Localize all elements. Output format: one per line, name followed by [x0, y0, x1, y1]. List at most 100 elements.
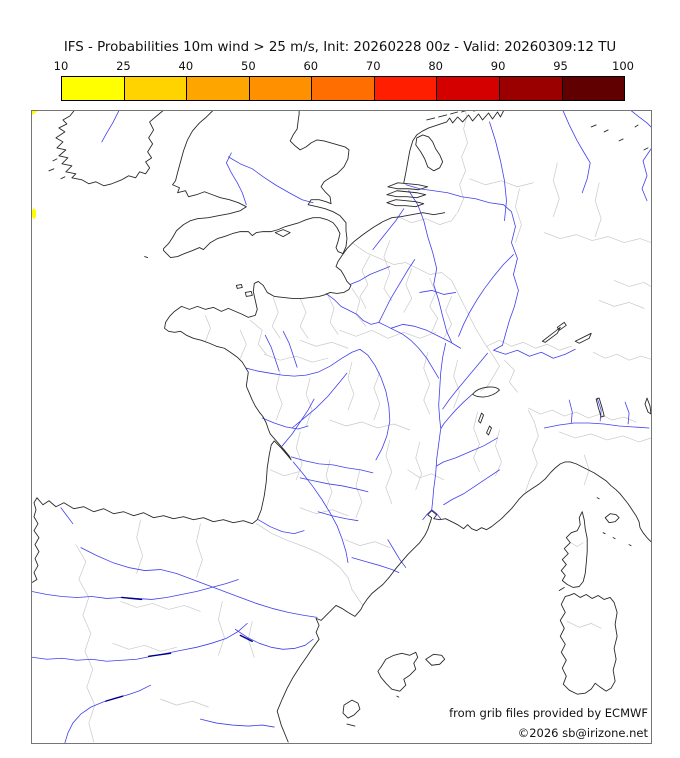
coast-ireland: [55, 111, 164, 187]
coastlines: [32, 111, 651, 743]
river-somme: [349, 266, 391, 285]
credit-line-ecmwf: from grib files provided by ECMWF: [449, 706, 648, 720]
coast-zeeland-3: [386, 199, 425, 208]
probability-highlights: [32, 111, 38, 220]
lake-geneva: [472, 386, 500, 398]
coast-tuscan-islets: [596, 497, 632, 547]
river-moselle: [458, 254, 514, 337]
coast-menorca: [425, 653, 446, 666]
tick-label: 70: [365, 59, 381, 73]
river-ems: [489, 121, 507, 222]
admin-borders: [75, 111, 651, 743]
tick-label: 60: [303, 59, 319, 73]
river-po-trib1: [568, 399, 573, 424]
tick-label: 40: [178, 59, 194, 73]
lake-biel: [556, 321, 567, 331]
river-saone: [438, 342, 447, 429]
river-po: [543, 422, 650, 429]
tick-label: 25: [116, 59, 131, 73]
coast-holland-german-bight: [403, 111, 504, 184]
river-cher: [291, 372, 348, 429]
river-oise: [378, 259, 416, 323]
lake-annecy: [478, 412, 484, 424]
river-mayenne: [264, 334, 280, 372]
colorbar-segment: [498, 77, 562, 100]
river-sarthe: [282, 330, 298, 368]
coast-great-britain: [163, 111, 350, 258]
river-rhine-upper: [493, 344, 576, 359]
coast-mallorca: [377, 651, 419, 692]
coast-ibiza: [342, 699, 361, 719]
map-area: [31, 110, 652, 744]
river-rhine: [405, 184, 519, 346]
coast-wadden-islands: [426, 111, 476, 121]
river-weser: [562, 111, 591, 194]
lake-maggiore: [595, 397, 605, 418]
coast-formentera: [346, 723, 356, 727]
river-meuse: [408, 190, 453, 343]
river-durance: [443, 469, 500, 506]
coast-channel-islands: [235, 284, 253, 297]
coast-scilly: [144, 256, 149, 258]
tick-label: 50: [241, 59, 256, 73]
coast-mainland-west: [32, 212, 446, 583]
small-lakes-germany: [590, 124, 649, 151]
coast-corsica: [560, 511, 588, 588]
river-tagus: [32, 622, 248, 662]
river-lot: [299, 477, 369, 493]
colorbar-segment: [62, 77, 124, 100]
river-aisne: [419, 290, 457, 295]
river-ebro: [80, 547, 318, 618]
coast-zeeland-2: [386, 190, 427, 199]
river-garonne: [292, 461, 349, 563]
river-charente: [261, 417, 309, 430]
coast-zeeland-1: [387, 182, 429, 191]
river-guadiana: [64, 684, 152, 743]
river-rhone: [431, 393, 473, 511]
river-north-spain: [60, 507, 74, 525]
highlight-corner: [32, 111, 38, 115]
coast-isle-of-wight: [274, 229, 291, 238]
river-jucar: [234, 628, 314, 650]
river-adour: [257, 519, 305, 535]
rivers: [32, 111, 651, 743]
river-severn: [225, 152, 247, 206]
river-elbe: [630, 111, 651, 128]
river-marne: [390, 323, 462, 349]
river-tarn: [317, 511, 359, 522]
colorbar-tick-labels: 10 25 40 50 60 70 80 90 95 100: [54, 59, 634, 73]
river-vienne: [281, 398, 315, 447]
colorbar-segment: [561, 77, 625, 100]
lake-neuchatel: [541, 326, 561, 343]
river-rhone-delta-e: [431, 509, 442, 520]
river-scheldt: [372, 208, 405, 250]
coast-sardinia: [559, 593, 618, 695]
river-herault: [387, 539, 407, 568]
river-rhone-delta-w: [422, 509, 433, 521]
reservoirs: [105, 596, 253, 702]
colorbar-segment: [186, 77, 249, 100]
tick-label: 80: [428, 59, 443, 73]
colorbar-segment: [373, 77, 437, 100]
credit-line-copyright: ©2026 sb@irizone.net: [517, 726, 648, 740]
colorbar-segment: [311, 77, 374, 100]
river-east-edge: [641, 148, 651, 202]
coast-ireland-islets: [48, 158, 66, 180]
colorbar-segment: [123, 77, 187, 100]
page-title: IFS - Probabilities 10m wind > 25 m/s, I…: [63, 40, 617, 55]
river-segura: [200, 718, 275, 728]
probability-colorbar: [61, 76, 625, 101]
river-po-trib3: [624, 401, 630, 425]
lake-bourget: [486, 425, 492, 436]
colorbar-segment: [436, 77, 499, 100]
lake-constance: [574, 332, 592, 344]
coast-asinara: [558, 587, 565, 591]
europe-map-svg: [32, 111, 651, 743]
river-seine: [325, 293, 440, 379]
highlight-left-edge: [32, 207, 36, 220]
river-dordogne: [290, 456, 374, 474]
tick-label: 10: [53, 59, 69, 73]
river-po-trib2: [596, 397, 602, 422]
river-aude: [351, 557, 400, 573]
